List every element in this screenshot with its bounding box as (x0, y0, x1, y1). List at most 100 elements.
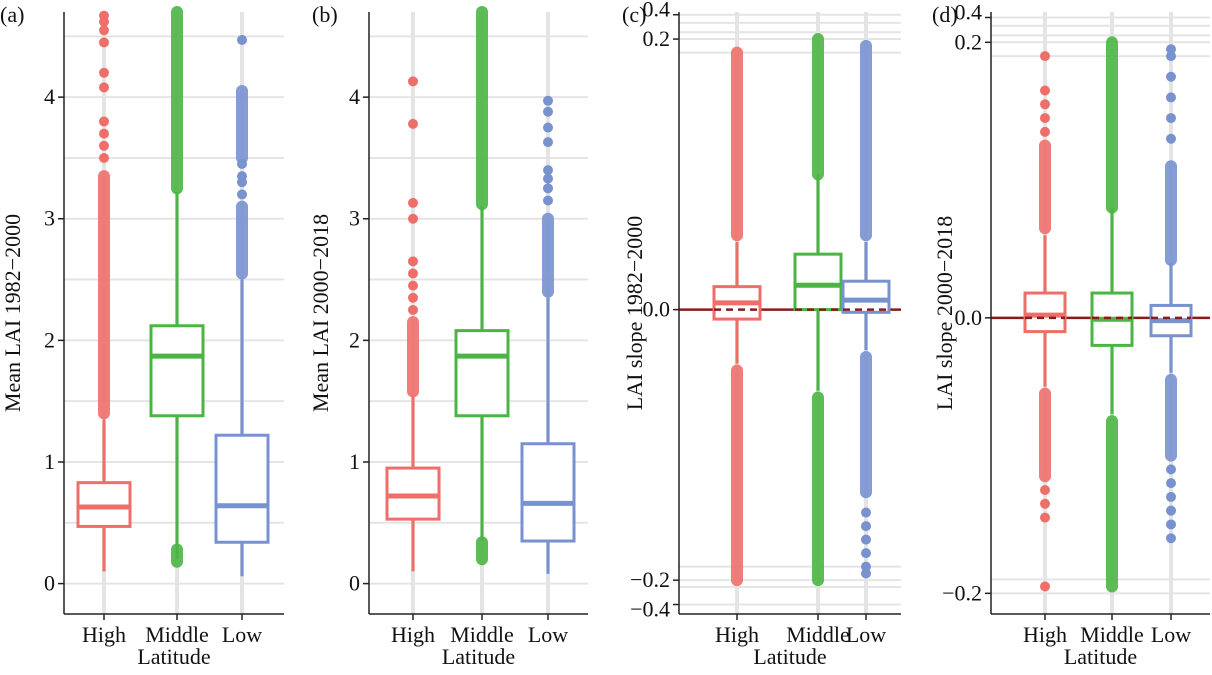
x-tick-label: Low (528, 622, 568, 647)
outlier-point (861, 521, 871, 532)
y-tick-label: 0.2 (955, 29, 983, 54)
panel-b: 0 1 2 3 4 High Middle Low Latitude Mean LAI 2000−… (308, 2, 588, 669)
outlier-point (1040, 485, 1050, 496)
outlier-point (861, 534, 871, 545)
iqr-box (454, 329, 510, 418)
outlier-point (1166, 44, 1176, 55)
y-tick-label: 0.0 (643, 297, 671, 322)
series-high (712, 46, 762, 587)
outlier-point (408, 256, 418, 267)
outlier-cluster (476, 536, 488, 566)
outlier-cluster (731, 364, 743, 587)
y-tick-label: 0 (44, 571, 55, 596)
outlier-cluster (1039, 387, 1051, 483)
y-axis-title: Mean LAI 1982−2000 (0, 214, 25, 412)
series-high (385, 76, 441, 572)
outlier-point (543, 122, 553, 133)
y-tick-label: 3 (349, 206, 360, 231)
outlier-cluster (476, 6, 488, 211)
panel-a: 0 1 2 3 4 High Middle Low Latitude Mean LAI 1982−… (0, 2, 284, 669)
outlier-cluster (812, 33, 824, 181)
panel-label: (a) (0, 2, 24, 27)
x-tick-label: Middle (145, 622, 209, 647)
outlier-point (1166, 505, 1176, 516)
outlier-point (1166, 533, 1176, 544)
x-tick-label: Low (222, 622, 262, 647)
outlier-point (1040, 85, 1050, 96)
outlier-point (543, 195, 553, 206)
series-high (1023, 51, 1067, 592)
outlier-point (1166, 519, 1176, 530)
outlier-point (99, 37, 109, 48)
panel-label: (d) (932, 2, 958, 27)
outlier-cluster (236, 200, 248, 280)
y-tick-label: 0.4 (643, 0, 671, 22)
outlier-cluster (236, 85, 248, 164)
series-middle (149, 6, 205, 568)
outlier-point (1040, 498, 1050, 509)
x-tick-label: Low (1151, 622, 1191, 647)
y-tick-label: 3 (44, 206, 55, 231)
outlier-point (1166, 478, 1176, 489)
series-middle (1090, 36, 1134, 593)
x-axis-title: Latitude (137, 644, 210, 669)
outlier-point (1040, 51, 1050, 62)
outlier-point (1166, 51, 1176, 62)
outlier-point (408, 197, 418, 208)
outlier-cluster (98, 170, 110, 420)
series-middle (793, 33, 843, 587)
outlier-cluster (171, 543, 183, 568)
y-axis-title: Mean LAI 2000−2018 (308, 214, 333, 412)
outlier-point (408, 213, 418, 224)
x-axis-title: Latitude (442, 644, 515, 669)
outlier-point (99, 152, 109, 163)
outlier-cluster (1039, 139, 1051, 235)
outlier-cluster (731, 46, 743, 242)
y-tick-label: 2 (349, 327, 360, 352)
x-axis-title: Latitude (1064, 644, 1137, 669)
outlier-point (237, 159, 247, 170)
outlier-point (408, 76, 418, 87)
outlier-point (1166, 71, 1176, 82)
outlier-point (1040, 99, 1050, 110)
outlier-point (408, 118, 418, 129)
outlier-point (861, 568, 871, 579)
y-tick-label: 0 (349, 571, 360, 596)
outlier-point (1166, 133, 1176, 144)
outlier-cluster (1106, 36, 1118, 214)
panel-d: −0.2 0.0 0.2 0.4 High Middle Low Latitude LAI sl… (932, 0, 1210, 669)
y-axis-title: LAI slope 1982−2000 (622, 216, 647, 411)
outlier-point (99, 128, 109, 139)
outlier-cluster (860, 39, 872, 242)
outlier-cluster (171, 6, 183, 195)
y-tick-label: 2 (44, 327, 55, 352)
iqr-box (841, 279, 891, 314)
outlier-cluster (860, 350, 872, 499)
x-tick-label: Middle (450, 622, 514, 647)
panel-label: (b) (312, 2, 338, 27)
outlier-point (543, 165, 553, 176)
iqr-box (149, 324, 205, 418)
x-tick-label: High (391, 622, 435, 647)
x-tick-label: High (82, 622, 126, 647)
outlier-point (237, 189, 247, 200)
outlier-point (99, 10, 109, 21)
outlier-point (543, 173, 553, 184)
outlier-point (408, 292, 418, 303)
outlier-point (861, 507, 871, 518)
outlier-point (543, 183, 553, 194)
series-low (520, 95, 576, 574)
y-tick-label: 1 (44, 449, 55, 474)
panel-label: (c) (622, 2, 646, 27)
y-tick-label: 0.2 (643, 26, 671, 51)
y-axis-title: LAI slope 2000−2018 (932, 216, 957, 411)
outlier-point (543, 95, 553, 106)
series-middle (454, 6, 510, 566)
outlier-point (1040, 512, 1050, 523)
iqr-box (1023, 291, 1067, 334)
outlier-cluster (1106, 415, 1118, 593)
series-low (214, 34, 270, 577)
iqr-box (214, 433, 270, 544)
outlier-point (1166, 92, 1176, 103)
